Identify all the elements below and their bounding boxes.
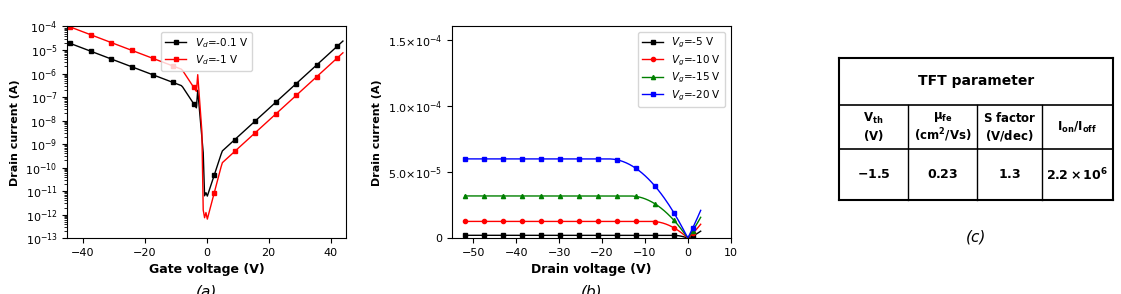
$V_g$=-20 V (682, 236, 695, 240)
$V_g$=-20 V (621, 162, 634, 166)
Text: $\mathbf{-1.5}$: $\mathbf{-1.5}$ (856, 168, 890, 181)
$V_g$=-5 V (694, 229, 707, 233)
$V_g$=-5 V (536, 233, 549, 237)
Line: $V_g$=-20 V: $V_g$=-20 V (463, 157, 703, 240)
$V_d$=-1 V (324, 62, 337, 66)
$V_g$=-10 V (652, 220, 666, 224)
$V_g$=-20 V (694, 209, 707, 212)
X-axis label: Drain voltage (V): Drain voltage (V) (531, 263, 651, 276)
$V_g$=-15 V (458, 194, 472, 198)
$V_g$=-15 V (582, 194, 595, 198)
$V_d$=-0.1 V (64, 42, 77, 45)
$V_g$=-20 V (591, 157, 604, 161)
Text: TFT parameter: TFT parameter (918, 74, 1035, 88)
$V_g$=-15 V (552, 194, 565, 198)
$V_g$=-10 V (582, 220, 595, 223)
$V_g$=-20 V (536, 157, 549, 161)
$V_d$=-0.1 V (114, 61, 128, 64)
X-axis label: Gate voltage (V): Gate voltage (V) (149, 263, 265, 276)
Text: $\mathbf{I_{on}/I_{off}}$: $\mathbf{I_{on}/I_{off}}$ (1057, 119, 1097, 135)
$V_g$=-5 V (652, 233, 666, 237)
$V_d$=-1 V (137, 53, 150, 56)
Text: $\mathbf{2.2 \times 10^6}$: $\mathbf{2.2 \times 10^6}$ (1046, 166, 1109, 183)
$V_d$=-0.1 V (80, 48, 93, 51)
Line: $V_g$=-15 V: $V_g$=-15 V (463, 194, 703, 240)
$V_d$=-1 V (75, 29, 89, 33)
$V_g$=-10 V (536, 220, 549, 223)
Line: $V_g$=-5 V: $V_g$=-5 V (463, 229, 703, 240)
$V_d$=-0.1 V (314, 59, 327, 63)
$V_d$=-1 V (336, 51, 350, 55)
Text: $\mathbf{\mu_{fe}}$
$\mathbf{(cm^2/Vs)}$: $\mathbf{\mu_{fe}}$ $\mathbf{(cm^2/Vs)}$ (914, 110, 971, 144)
$V_g$=-20 V (458, 157, 472, 161)
Text: $\mathbf{0.23}$: $\mathbf{0.23}$ (927, 168, 958, 181)
$V_g$=-10 V (591, 220, 604, 223)
$V_g$=-10 V (552, 220, 565, 223)
$V_g$=-10 V (694, 223, 707, 226)
$V_d$=-0.1 V (336, 39, 350, 43)
$V_g$=-15 V (652, 205, 666, 209)
Text: (a): (a) (196, 285, 217, 294)
$V_g$=-5 V (621, 233, 634, 237)
Y-axis label: Drain current (A): Drain current (A) (10, 79, 20, 186)
$V_g$=-20 V (552, 157, 565, 161)
$V_g$=-15 V (536, 194, 549, 198)
Line: $V_d$=-0.1 V: $V_d$=-0.1 V (68, 39, 345, 198)
Text: (c): (c) (966, 230, 986, 245)
$V_g$=-15 V (621, 194, 634, 198)
$V_g$=-10 V (682, 236, 695, 240)
Y-axis label: Drain current (A): Drain current (A) (372, 79, 382, 186)
$V_d$=-0.1 V (75, 46, 89, 49)
$V_g$=-5 V (582, 233, 595, 237)
$V_d$=-1 V (201, 217, 214, 221)
$V_g$=-5 V (682, 236, 695, 240)
$V_g$=-15 V (682, 236, 695, 240)
$V_d$=-1 V (114, 44, 128, 48)
Legend: $V_g$=-5 V, $V_g$=-10 V, $V_g$=-15 V, $V_g$=-20 V: $V_g$=-5 V, $V_g$=-10 V, $V_g$=-15 V, $V… (638, 32, 725, 107)
Text: $\mathbf{1.3}$: $\mathbf{1.3}$ (998, 168, 1021, 181)
$V_d$=-0.1 V (201, 194, 214, 198)
Text: $\mathbf{S\ factor}$
$\mathbf{(V/dec)}$: $\mathbf{S\ factor}$ $\mathbf{(V/dec)}$ (983, 111, 1036, 143)
Legend: $V_d$=-0.1 V, $V_d$=-1 V: $V_d$=-0.1 V, $V_d$=-1 V (161, 32, 252, 71)
$V_g$=-5 V (552, 233, 565, 237)
$V_d$=-0.1 V (137, 69, 150, 73)
$V_d$=-1 V (64, 25, 77, 29)
Text: (b): (b) (581, 285, 602, 294)
$V_g$=-5 V (458, 233, 472, 237)
Line: $V_g$=-10 V: $V_g$=-10 V (463, 219, 703, 240)
$V_d$=-1 V (314, 71, 327, 75)
$V_d$=-0.1 V (324, 51, 337, 54)
$V_g$=-20 V (582, 157, 595, 161)
$V_g$=-5 V (591, 233, 604, 237)
$V_g$=-10 V (458, 220, 472, 223)
$V_d$=-1 V (80, 31, 93, 35)
Line: $V_d$=-1 V: $V_d$=-1 V (68, 25, 345, 221)
Text: $\mathbf{V_{th}}$
$\mathbf{(V)}$: $\mathbf{V_{th}}$ $\mathbf{(V)}$ (863, 111, 884, 143)
$V_g$=-15 V (591, 194, 604, 198)
$V_g$=-10 V (621, 220, 634, 223)
$V_g$=-20 V (652, 190, 666, 193)
$V_g$=-15 V (694, 216, 707, 219)
